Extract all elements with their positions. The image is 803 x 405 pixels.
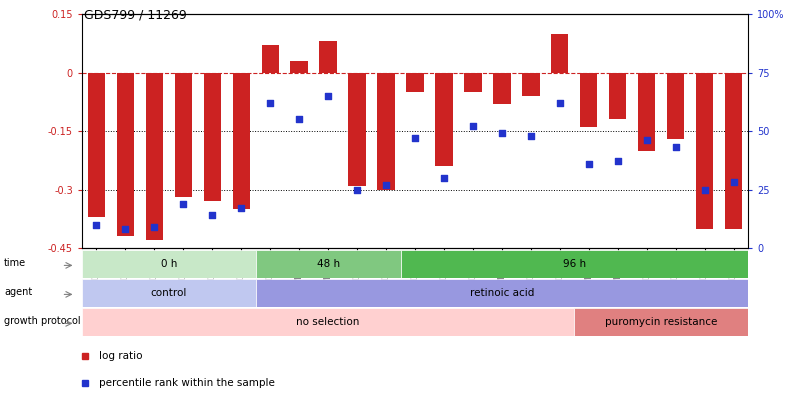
Point <box>350 186 363 193</box>
Point <box>90 222 103 228</box>
Point <box>119 226 132 232</box>
Point <box>263 100 276 106</box>
Text: 0 h: 0 h <box>161 259 177 269</box>
Bar <box>550 34 568 72</box>
Bar <box>492 72 510 104</box>
Bar <box>406 72 423 92</box>
Bar <box>724 72 741 228</box>
Text: agent: agent <box>4 287 32 296</box>
Bar <box>88 72 105 217</box>
Point <box>379 181 392 188</box>
Bar <box>695 72 712 228</box>
Bar <box>232 72 250 209</box>
Point <box>581 160 594 167</box>
Text: percentile rank within the sample: percentile rank within the sample <box>99 378 274 388</box>
Bar <box>261 45 279 72</box>
Bar <box>377 72 394 190</box>
Point <box>206 212 218 218</box>
Text: 48 h: 48 h <box>316 259 340 269</box>
Bar <box>174 72 192 197</box>
Bar <box>82 250 255 278</box>
Bar <box>608 72 626 119</box>
Text: control: control <box>150 288 187 298</box>
Bar <box>579 72 597 127</box>
Point <box>408 135 421 141</box>
Bar <box>637 72 654 151</box>
Bar <box>319 41 336 72</box>
Point <box>697 186 710 193</box>
Text: retinoic acid: retinoic acid <box>469 288 533 298</box>
Point <box>292 116 305 123</box>
Bar <box>290 61 308 72</box>
Text: time: time <box>4 258 26 268</box>
Point <box>177 200 190 207</box>
Bar <box>463 72 481 92</box>
Bar <box>434 72 452 166</box>
Bar <box>348 72 365 185</box>
Point <box>234 205 247 211</box>
Point <box>466 123 479 130</box>
Bar <box>145 72 163 240</box>
Bar <box>82 308 573 336</box>
Bar <box>666 72 683 139</box>
Bar <box>203 72 221 201</box>
Point <box>321 93 334 99</box>
Point <box>437 175 450 181</box>
Bar <box>255 250 400 278</box>
Text: log ratio: log ratio <box>99 351 142 361</box>
Point <box>552 100 565 106</box>
Point <box>610 158 623 165</box>
Point <box>148 224 161 230</box>
Point <box>668 144 681 151</box>
Bar <box>400 250 747 278</box>
Point <box>524 132 536 139</box>
Bar <box>255 279 747 307</box>
Text: puromycin resistance: puromycin resistance <box>604 317 716 327</box>
Bar <box>116 72 134 236</box>
Text: 96 h: 96 h <box>562 259 585 269</box>
Point <box>639 137 652 144</box>
Text: GDS799 / 11269: GDS799 / 11269 <box>84 8 187 21</box>
Bar <box>82 279 255 307</box>
Point <box>726 179 739 186</box>
Text: growth protocol: growth protocol <box>4 315 80 326</box>
Point <box>495 130 507 136</box>
Text: no selection: no selection <box>296 317 360 327</box>
Bar <box>573 308 747 336</box>
Bar <box>521 72 539 96</box>
